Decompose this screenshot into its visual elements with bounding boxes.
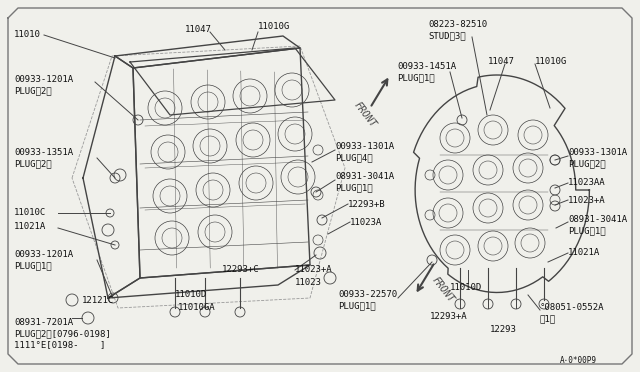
Text: FRONT: FRONT xyxy=(430,275,456,304)
Text: PLUG（1）: PLUG（1） xyxy=(397,73,435,82)
Text: PLUG（1）: PLUG（1） xyxy=(338,301,376,310)
Text: 08931-3041A: 08931-3041A xyxy=(568,215,627,224)
Text: 11023AA: 11023AA xyxy=(568,178,605,187)
Text: PLUG（2）: PLUG（2） xyxy=(14,159,52,168)
Text: PLUG（1）: PLUG（1） xyxy=(335,183,372,192)
Text: 12293+A: 12293+A xyxy=(430,312,468,321)
Text: 00933-1201A: 00933-1201A xyxy=(14,250,73,259)
Text: STUD（3）: STUD（3） xyxy=(428,31,466,40)
Text: PLUG（1）: PLUG（1） xyxy=(568,226,605,235)
Text: 11023: 11023 xyxy=(295,278,322,287)
Text: 11010C: 11010C xyxy=(14,208,46,217)
Text: 00933-1301A: 00933-1301A xyxy=(568,148,627,157)
Text: 11023A: 11023A xyxy=(350,218,382,227)
Text: 12293+C: 12293+C xyxy=(222,265,260,274)
Text: 00933-1301A: 00933-1301A xyxy=(335,142,394,151)
Text: 11010: 11010 xyxy=(14,30,41,39)
Text: 11010G: 11010G xyxy=(258,22,291,31)
Text: 00933-22570: 00933-22570 xyxy=(338,290,397,299)
Text: PLUG（4）: PLUG（4） xyxy=(335,153,372,162)
Text: 00933-1201A: 00933-1201A xyxy=(14,75,73,84)
Text: FRONT: FRONT xyxy=(352,100,378,129)
Text: （1）: （1） xyxy=(540,314,556,323)
Text: 11010GA: 11010GA xyxy=(178,303,216,312)
Text: PLUG（2）: PLUG（2） xyxy=(568,159,605,168)
Text: 08223-82510: 08223-82510 xyxy=(428,20,487,29)
Text: 12121C: 12121C xyxy=(82,296,115,305)
Text: 08931-3041A: 08931-3041A xyxy=(335,172,394,181)
Text: PLUG（1）: PLUG（1） xyxy=(14,261,52,270)
Text: 11010D: 11010D xyxy=(450,283,483,292)
Text: A⋅0*00P9: A⋅0*00P9 xyxy=(560,356,597,365)
Text: PLUG（2）[0796-0198]: PLUG（2）[0796-0198] xyxy=(14,329,111,338)
Text: 11047: 11047 xyxy=(488,57,515,66)
Text: 11010D: 11010D xyxy=(175,290,207,299)
Text: 11023+A: 11023+A xyxy=(568,196,605,205)
Text: 00933-1451A: 00933-1451A xyxy=(397,62,456,71)
Text: 11010G: 11010G xyxy=(535,57,567,66)
Text: 11021A: 11021A xyxy=(568,248,600,257)
Text: 08931-7201A: 08931-7201A xyxy=(14,318,73,327)
Text: 11023+A: 11023+A xyxy=(295,265,333,274)
Text: 00933-1351A: 00933-1351A xyxy=(14,148,73,157)
Text: 1111°E[0198-    ]: 1111°E[0198- ] xyxy=(14,340,106,349)
Text: °08051-0552A: °08051-0552A xyxy=(540,303,605,312)
Text: 12293+B: 12293+B xyxy=(348,200,386,209)
Text: 12293: 12293 xyxy=(490,325,517,334)
Text: 11047: 11047 xyxy=(185,25,212,34)
Text: PLUG（2）: PLUG（2） xyxy=(14,86,52,95)
Text: 11021A: 11021A xyxy=(14,222,46,231)
